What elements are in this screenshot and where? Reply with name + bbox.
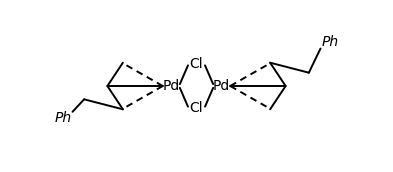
Text: Pd: Pd <box>213 79 230 93</box>
Text: Cl: Cl <box>190 101 203 115</box>
Text: Ph: Ph <box>321 35 339 49</box>
Text: Cl: Cl <box>190 57 203 71</box>
Text: Pd: Pd <box>163 79 180 93</box>
Text: Ph: Ph <box>54 111 72 125</box>
